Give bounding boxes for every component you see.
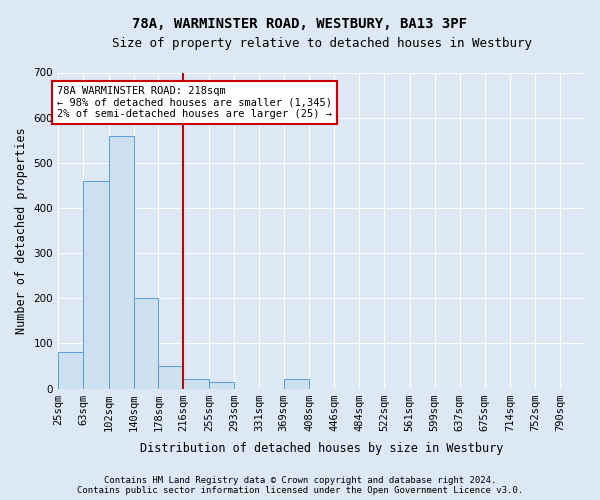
Title: Size of property relative to detached houses in Westbury: Size of property relative to detached ho… bbox=[112, 38, 532, 51]
Bar bbox=[184, 380, 209, 388]
X-axis label: Distribution of detached houses by size in Westbury: Distribution of detached houses by size … bbox=[140, 442, 503, 455]
Bar bbox=[109, 136, 134, 388]
Bar bbox=[209, 382, 234, 388]
Bar bbox=[58, 352, 83, 388]
Bar bbox=[134, 298, 158, 388]
Bar bbox=[284, 380, 310, 388]
Bar bbox=[83, 181, 109, 388]
Y-axis label: Number of detached properties: Number of detached properties bbox=[15, 127, 28, 334]
Bar bbox=[158, 366, 184, 388]
Text: 78A, WARMINSTER ROAD, WESTBURY, BA13 3PF: 78A, WARMINSTER ROAD, WESTBURY, BA13 3PF bbox=[133, 18, 467, 32]
Text: 78A WARMINSTER ROAD: 218sqm
← 98% of detached houses are smaller (1,345)
2% of s: 78A WARMINSTER ROAD: 218sqm ← 98% of det… bbox=[57, 86, 332, 119]
Text: Contains HM Land Registry data © Crown copyright and database right 2024.
Contai: Contains HM Land Registry data © Crown c… bbox=[77, 476, 523, 495]
